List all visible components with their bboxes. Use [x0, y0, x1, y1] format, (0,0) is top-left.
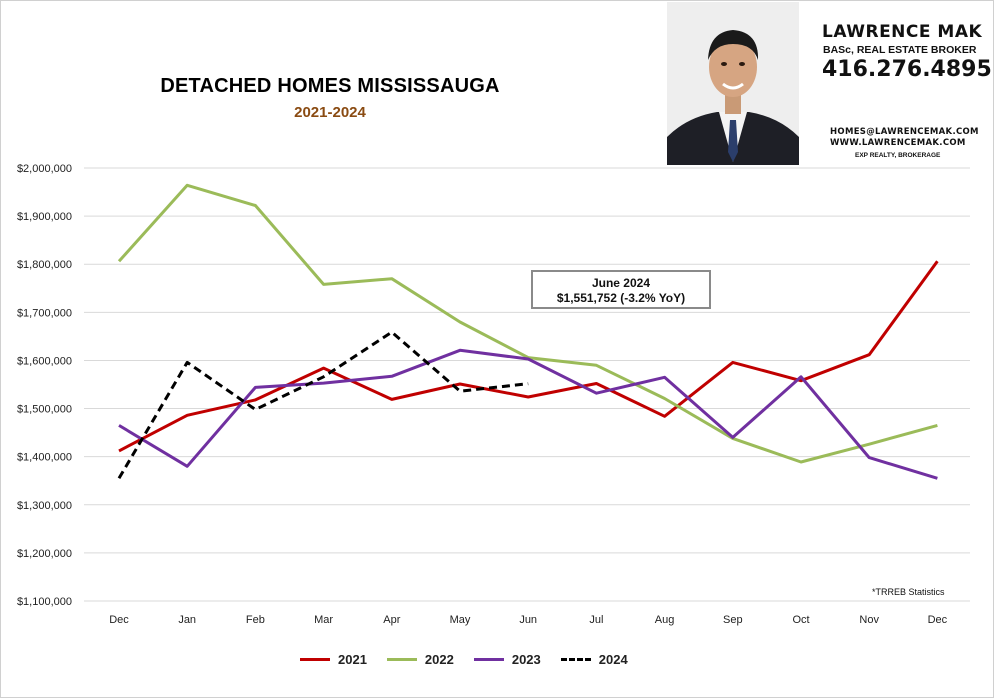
y-tick-label: $2,000,000: [17, 163, 72, 175]
callout-box: June 2024 $1,551,752 (-3.2% YoY): [531, 270, 711, 309]
x-tick-label: Sep: [723, 614, 743, 626]
agent-credentials: BASc, REAL ESTATE BROKER: [823, 44, 977, 56]
x-tick-label: Dec: [928, 614, 948, 626]
x-tick-label: Dec: [109, 614, 129, 626]
agent-email: HOMES@LAWRENCEMAK.COM: [830, 127, 979, 137]
legend-label-2023: 2023: [511, 651, 541, 667]
agent-website: WWW.LAWRENCEMAK.COM: [830, 138, 966, 148]
legend-item-2021: 2021: [300, 652, 367, 667]
callout-line-1: June 2024: [591, 276, 651, 290]
legend-swatch-2023: [473, 657, 504, 661]
agent-phone: 416.276.4895: [822, 57, 992, 82]
agent-photo: [667, 2, 799, 165]
legend-label-2024: 2024: [598, 651, 628, 667]
x-tick-label: Jul: [589, 614, 603, 626]
series-line-2023: [118, 348, 938, 480]
legend-item-2024: 2024: [560, 651, 628, 667]
x-tick-label: Oct: [792, 614, 809, 626]
series-line-2022: [117, 183, 938, 464]
y-tick-label: $1,700,000: [17, 307, 72, 319]
chart-title: DETACHED HOMES MISSISSAUGA: [160, 75, 500, 97]
series-line-2024: [117, 330, 529, 480]
x-tick-label: May: [450, 614, 471, 626]
legend-item-2022: 2022: [386, 651, 454, 667]
agent-brokerage: EXP REALTY, BROKERAGE: [855, 152, 941, 159]
chart-legend: 2021 2022 2023 2024: [300, 650, 648, 668]
legend-swatch-2024: [560, 657, 591, 661]
legend-label-2021: 2021: [338, 651, 367, 667]
source-note: *TRREB Statistics: [872, 587, 945, 597]
y-tick-label: $1,600,000: [17, 355, 72, 367]
x-tick-label: Mar: [314, 614, 333, 626]
y-tick-label: $1,800,000: [17, 259, 72, 271]
x-tick-label: Jan: [178, 614, 196, 626]
x-tick-label: Aug: [655, 614, 675, 626]
x-tick-label: Apr: [383, 614, 400, 626]
legend-swatch-2021: [300, 657, 330, 661]
y-tick-label: $1,900,000: [17, 211, 72, 223]
legend-item-2023: 2023: [473, 651, 541, 667]
x-tick-label: Feb: [246, 614, 265, 626]
x-tick-label: Jun: [519, 614, 537, 626]
legend-swatch-2022: [386, 657, 417, 661]
y-tick-label: $1,100,000: [17, 596, 72, 608]
y-tick-label: $1,300,000: [17, 500, 72, 512]
y-tick-label: $1,200,000: [17, 548, 72, 560]
legend-label-2022: 2022: [424, 651, 454, 667]
x-tick-label: Nov: [859, 614, 879, 626]
series-line-2021: [118, 260, 939, 453]
y-tick-label: $1,500,000: [17, 404, 72, 416]
callout-line-2: $1,551,752 (-3.2% YoY): [556, 291, 686, 305]
agent-name: LAWRENCE MAK: [822, 22, 983, 42]
chart-subtitle: 2021-2024: [294, 104, 366, 121]
y-tick-label: $1,400,000: [17, 452, 72, 464]
